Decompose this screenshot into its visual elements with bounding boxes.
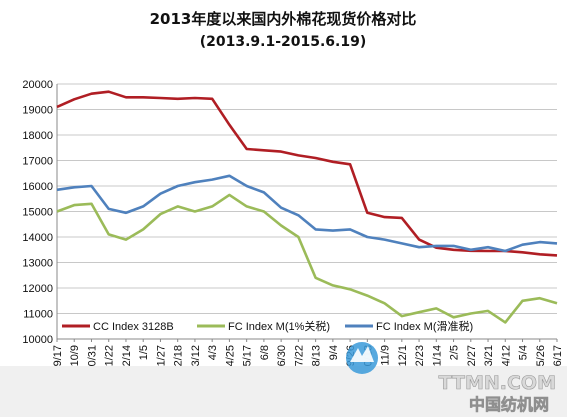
chart-subtitle: (2013.9.1-2015.6.19)	[200, 34, 367, 50]
watermark-slogan: 中国纺机网	[469, 395, 549, 414]
x-tick-label: 10/9	[69, 345, 81, 366]
x-tick-label: 1/5	[138, 345, 150, 360]
watermark-band	[0, 366, 567, 417]
x-tick-label: 9/4	[328, 345, 340, 360]
x-tick-label: 5/17	[242, 345, 254, 366]
legend-label-3: FC Index M(滑准税)	[376, 319, 473, 333]
series-lines	[56, 90, 558, 324]
x-tick-label: 4/25	[224, 345, 236, 366]
gridlines	[56, 83, 557, 340]
x-tick-label: 3/12	[190, 345, 202, 366]
x-tick-label: 10/31	[86, 345, 98, 373]
y-tick-label: 15000	[22, 207, 53, 219]
y-tick-label: 20000	[22, 79, 53, 91]
x-tick-label: 11/9	[380, 345, 392, 366]
x-tick-label: 1/27	[155, 345, 167, 366]
y-tick-label: 13000	[22, 258, 53, 270]
legend-label-1: CC Index 3128B	[93, 321, 174, 333]
y-tick-label: 11000	[23, 309, 53, 321]
series-line-2	[56, 193, 558, 324]
y-tick-label: 12000	[22, 283, 53, 295]
x-tick-label: 6/30	[276, 345, 288, 366]
chart-title: 2013年度以来国内外棉花现货价格对比	[150, 10, 417, 28]
x-tick-label: 4/12	[500, 345, 512, 366]
x-tick-label: 12/1	[397, 345, 409, 366]
x-tick-label: 2/5	[449, 345, 461, 360]
x-tick-label: 11/22	[104, 345, 116, 372]
legend-label-2: FC Index M(1%关税)	[228, 319, 330, 333]
watermark-logo-icon	[346, 342, 378, 374]
x-tick-label: 12/14	[121, 345, 133, 373]
x-tick-label: 2/27	[466, 345, 478, 366]
y-tick-label: 16000	[22, 181, 53, 193]
y-tick-label: 18000	[22, 130, 53, 142]
series-line-1	[56, 90, 558, 257]
x-tick-label: 3/21	[483, 345, 495, 366]
x-tick-label: 5/4	[518, 345, 530, 360]
x-tick-label: 1/14	[431, 345, 443, 366]
x-tick-label: 5/26	[535, 345, 547, 366]
y-tick-label: 10000	[22, 334, 53, 346]
x-tick-label: 6/8	[259, 345, 271, 360]
legend: CC Index 3128B FC Index M(1%关税) FC Index M…	[62, 319, 473, 333]
x-tick-label: 12/23	[414, 345, 426, 373]
x-tick-label: 7/22	[293, 345, 305, 366]
x-tick-label: 9/17	[52, 345, 64, 366]
x-tick-label: 2/18	[173, 345, 185, 366]
x-tick-label: 6/17	[552, 345, 564, 366]
x-tick-label: 8/13	[311, 345, 323, 366]
y-axis-tick-labels: 10000 11000 12000 13000 14000 15000 16000 17000…	[22, 79, 53, 346]
series-line-3	[56, 174, 558, 253]
x-tick-label: 4/3	[207, 345, 219, 360]
y-tick-label: 17000	[22, 156, 53, 168]
y-tick-label: 19000	[22, 105, 53, 117]
watermark-brand: TTMN.COM	[439, 372, 556, 394]
y-tick-label: 14000	[22, 232, 53, 244]
